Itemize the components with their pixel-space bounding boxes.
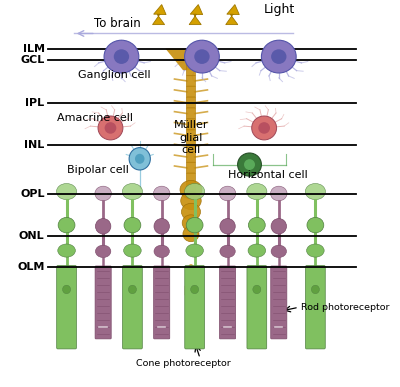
Polygon shape <box>165 48 216 70</box>
Ellipse shape <box>271 245 286 257</box>
Ellipse shape <box>238 153 262 176</box>
FancyBboxPatch shape <box>186 151 196 163</box>
FancyBboxPatch shape <box>186 184 196 195</box>
Ellipse shape <box>271 49 286 64</box>
Ellipse shape <box>186 217 203 233</box>
Ellipse shape <box>253 285 261 294</box>
Ellipse shape <box>184 183 205 200</box>
Ellipse shape <box>154 245 169 257</box>
Text: OPL: OPL <box>20 188 45 199</box>
Text: ILM: ILM <box>23 44 45 54</box>
Text: ONL: ONL <box>19 231 45 241</box>
Text: Müller
glial
cell: Müller glial cell <box>174 120 208 155</box>
Ellipse shape <box>271 219 286 234</box>
FancyBboxPatch shape <box>186 140 196 152</box>
FancyBboxPatch shape <box>186 86 196 98</box>
Ellipse shape <box>182 203 200 220</box>
Ellipse shape <box>105 122 116 134</box>
Ellipse shape <box>124 217 141 233</box>
Ellipse shape <box>219 186 236 201</box>
Ellipse shape <box>184 40 219 73</box>
Text: Cone photoreceptor: Cone photoreceptor <box>136 359 231 368</box>
FancyBboxPatch shape <box>186 75 196 87</box>
FancyBboxPatch shape <box>186 173 196 185</box>
Ellipse shape <box>124 244 141 257</box>
Ellipse shape <box>220 245 235 257</box>
Ellipse shape <box>182 215 200 231</box>
Ellipse shape <box>306 244 324 257</box>
FancyBboxPatch shape <box>306 265 325 349</box>
Text: Rod photoreceptor: Rod photoreceptor <box>301 303 389 312</box>
FancyBboxPatch shape <box>122 265 142 349</box>
Text: GCL: GCL <box>20 55 45 65</box>
Ellipse shape <box>128 285 136 294</box>
FancyBboxPatch shape <box>186 97 196 108</box>
FancyBboxPatch shape <box>220 266 236 339</box>
Text: Amacrine cell: Amacrine cell <box>58 113 134 123</box>
FancyBboxPatch shape <box>271 266 287 339</box>
Ellipse shape <box>135 154 144 164</box>
Text: OLM: OLM <box>17 262 45 272</box>
Ellipse shape <box>129 147 150 170</box>
Ellipse shape <box>311 285 320 294</box>
FancyBboxPatch shape <box>154 266 170 339</box>
Polygon shape <box>152 5 166 25</box>
Ellipse shape <box>194 49 210 64</box>
Ellipse shape <box>154 186 170 201</box>
FancyBboxPatch shape <box>186 130 196 141</box>
Ellipse shape <box>56 183 77 200</box>
FancyBboxPatch shape <box>95 266 111 339</box>
Polygon shape <box>226 5 239 25</box>
Polygon shape <box>189 5 203 25</box>
Ellipse shape <box>104 40 139 73</box>
Text: To brain: To brain <box>94 17 141 31</box>
Ellipse shape <box>122 183 142 200</box>
Ellipse shape <box>305 183 326 200</box>
Ellipse shape <box>258 122 270 134</box>
Ellipse shape <box>98 116 123 140</box>
Ellipse shape <box>220 219 235 234</box>
Ellipse shape <box>252 116 276 140</box>
FancyBboxPatch shape <box>186 108 196 119</box>
FancyBboxPatch shape <box>247 265 267 349</box>
Text: Horizontal cell: Horizontal cell <box>228 170 307 180</box>
Ellipse shape <box>244 159 255 170</box>
Ellipse shape <box>183 226 199 242</box>
FancyBboxPatch shape <box>185 265 204 349</box>
Ellipse shape <box>154 219 169 234</box>
Ellipse shape <box>58 244 75 257</box>
Ellipse shape <box>270 186 287 201</box>
Ellipse shape <box>96 245 111 257</box>
Ellipse shape <box>96 219 111 234</box>
Ellipse shape <box>262 40 296 73</box>
Ellipse shape <box>191 285 199 294</box>
Ellipse shape <box>247 183 267 200</box>
Ellipse shape <box>114 49 129 64</box>
Text: Ganglion cell: Ganglion cell <box>78 70 150 80</box>
Ellipse shape <box>186 244 204 257</box>
FancyBboxPatch shape <box>57 265 76 349</box>
Ellipse shape <box>248 217 265 233</box>
FancyBboxPatch shape <box>186 119 196 130</box>
Text: Bipolar cell: Bipolar cell <box>66 164 128 175</box>
FancyBboxPatch shape <box>186 64 196 76</box>
Ellipse shape <box>180 180 202 199</box>
Ellipse shape <box>62 285 70 294</box>
Text: IPL: IPL <box>26 98 45 108</box>
FancyBboxPatch shape <box>186 162 196 174</box>
Ellipse shape <box>248 244 266 257</box>
Ellipse shape <box>181 192 201 210</box>
Ellipse shape <box>307 217 324 233</box>
Ellipse shape <box>58 217 75 233</box>
Ellipse shape <box>95 186 111 201</box>
Text: Light: Light <box>264 3 296 16</box>
Text: INL: INL <box>24 140 45 150</box>
